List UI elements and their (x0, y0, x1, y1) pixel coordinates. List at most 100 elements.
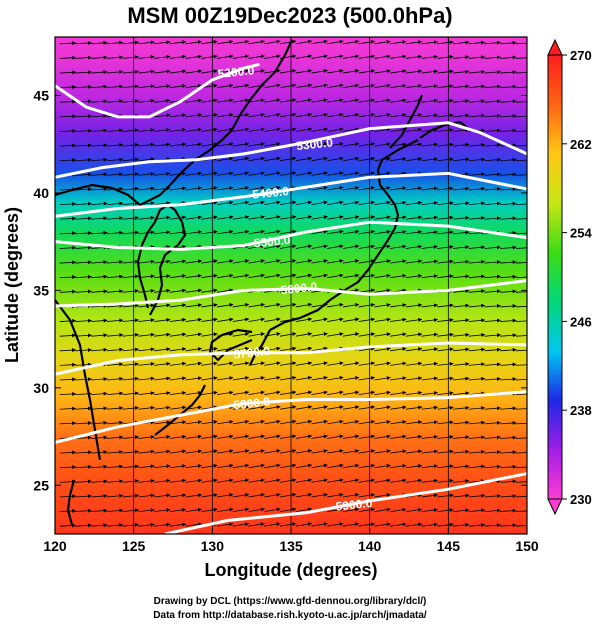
wind-vector (311, 142, 328, 147)
wind-vector (374, 229, 391, 235)
wind-vector (201, 405, 218, 410)
wind-vector (390, 230, 407, 235)
wind-vector (342, 273, 360, 279)
wind-vector (232, 478, 250, 483)
wind-vector (374, 127, 391, 132)
wind-vector (122, 40, 140, 45)
wind-vector (374, 83, 391, 89)
wind-vector (169, 449, 187, 454)
wind-vector (75, 508, 92, 513)
wind-vector (75, 494, 92, 499)
wind-vector (279, 273, 297, 279)
wind-vector (295, 302, 313, 308)
wind-vector (421, 259, 438, 264)
wind-vector (405, 420, 423, 425)
wind-vector (169, 186, 187, 191)
wind-vector (106, 523, 124, 528)
wind-vector (264, 434, 281, 439)
wind-vector (327, 332, 344, 337)
wind-vector (185, 230, 202, 235)
wind-vector (515, 203, 527, 206)
wind-vector (75, 333, 92, 338)
wind-vector (515, 291, 527, 293)
wind-vector (216, 419, 234, 425)
wind-vector (248, 171, 265, 176)
wind-vector (201, 54, 218, 59)
wind-vector (484, 493, 501, 498)
wind-vector (264, 302, 281, 308)
wind-vector (405, 507, 423, 512)
wind-vector (279, 83, 297, 89)
wind-vector (154, 215, 171, 220)
wind-vector (311, 215, 328, 220)
credit-drawing: Drawing by DCL (https://www.gfd-dennou.o… (154, 596, 427, 607)
x-tick-label: 120 (43, 538, 67, 554)
wind-vector (154, 40, 171, 45)
wind-vector (122, 508, 140, 513)
wind-vector (500, 464, 517, 469)
wind-vector (390, 40, 407, 45)
wind-vector (169, 259, 187, 264)
wind-vector (453, 289, 470, 293)
wind-vector (264, 317, 281, 322)
wind-vector (311, 361, 328, 366)
wind-vector (75, 260, 92, 265)
wind-vector (295, 98, 313, 103)
wind-vector (421, 84, 438, 89)
wind-vector (106, 362, 124, 367)
wind-vector (374, 156, 391, 162)
wind-vector (201, 507, 218, 512)
wind-vector (75, 289, 92, 294)
wind-vector (201, 113, 218, 118)
wind-vector (311, 54, 328, 59)
wind-vector (421, 244, 438, 249)
wind-vector (468, 362, 486, 367)
wind-vector (390, 405, 407, 410)
wind-vector (75, 435, 92, 440)
wind-vector (138, 215, 155, 220)
wind-vector (453, 479, 470, 484)
wind-vector (374, 54, 391, 59)
wind-vector (106, 186, 124, 191)
wind-vector (232, 200, 250, 206)
wind-vector (358, 463, 376, 469)
wind-vector (264, 185, 281, 191)
wind-vector (232, 273, 250, 279)
wind-vector (342, 142, 360, 147)
wind-vector (311, 522, 328, 527)
wind-vector (169, 434, 187, 439)
wind-vector (453, 113, 470, 118)
wind-vector (421, 274, 438, 279)
wind-vector (122, 406, 140, 410)
wind-vector (75, 143, 92, 148)
wind-vector (154, 186, 171, 191)
wind-vector (405, 405, 423, 410)
wind-vector (390, 361, 407, 366)
wind-vector (232, 83, 250, 89)
wind-vector (216, 463, 234, 469)
wind-vector (515, 276, 527, 279)
wind-vector (484, 289, 501, 294)
wind-vector (264, 332, 281, 337)
contour-5400.0 (55, 171, 527, 218)
wind-vector (216, 478, 234, 483)
x-axis-ticks: 120 125 130 135 140 145 150 (43, 37, 539, 554)
wind-vector (342, 156, 360, 162)
wind-vector (327, 434, 344, 439)
wind-vector (468, 186, 486, 191)
wind-vector (264, 463, 281, 469)
wind-vector (358, 200, 376, 206)
wind-vector (405, 332, 423, 337)
wind-vector (405, 83, 423, 89)
wind-vector (405, 127, 423, 132)
wind-vector (468, 318, 486, 323)
contour-labels: 5200.0 5300.0 5400.0 5500.0 5600.0 5700.0 5800… (217, 63, 373, 513)
wind-vector (437, 449, 454, 454)
wind-vector (484, 333, 501, 338)
wind-vector (500, 494, 517, 499)
wind-vector (484, 508, 501, 513)
wind-vector (390, 156, 407, 162)
wind-vector (122, 391, 140, 396)
wind-vector (342, 244, 360, 249)
wind-vector (374, 493, 391, 498)
